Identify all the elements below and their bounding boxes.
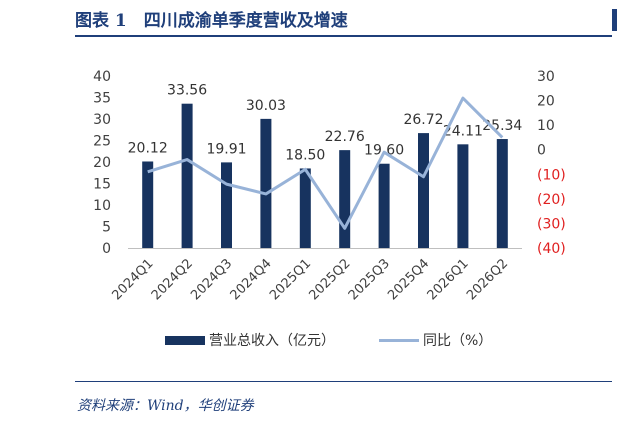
bar-value-label: 19.91	[206, 141, 246, 157]
bar	[221, 162, 232, 248]
left-tick-label: 20	[93, 155, 111, 171]
bar-value-label: 24.11	[443, 123, 483, 139]
left-tick-label: 10	[93, 198, 111, 214]
left-tick-label: 30	[93, 112, 111, 128]
bar-value-label: 33.56	[167, 83, 207, 99]
x-tick-label: 2026Q2	[464, 256, 511, 303]
right-tick-label: (40)	[537, 241, 566, 257]
bar	[299, 168, 311, 248]
chart: 0 5 10 15 20 25 30 35 40 (40) (30) (20) (10) 0 10 20 30…	[93, 69, 566, 303]
bar	[260, 118, 272, 248]
right-tick-label: (30)	[537, 216, 566, 232]
x-axis-labels: 2024Q12024Q22024Q32024Q42025Q12025Q22025…	[109, 256, 511, 303]
left-tick-label: 40	[93, 69, 111, 85]
bar-labels: 20.1233.5619.9130.0318.5022.7619.6026.72…	[128, 83, 523, 164]
x-tick-label: 2025Q1	[267, 256, 314, 303]
right-tick-label: 20	[537, 94, 555, 110]
legend-line-swatch	[379, 338, 419, 342]
left-axis: 0 5 10 15 20 25 30 35 40	[93, 69, 111, 257]
x-tick-label: 2025Q3	[346, 256, 393, 303]
left-tick-label: 0	[102, 241, 111, 257]
bar	[378, 163, 390, 248]
bar-value-label: 26.72	[403, 112, 443, 128]
right-tick-label: (10)	[537, 167, 566, 183]
x-tick-label: 2024Q2	[149, 256, 196, 303]
right-tick-label: 10	[537, 118, 555, 134]
bar	[339, 150, 351, 248]
legend-line-label: 同比（%）	[423, 333, 493, 349]
edge-mark	[612, 9, 617, 31]
x-tick-label: 2024Q4	[228, 256, 275, 303]
x-tick-label: 2025Q2	[306, 256, 353, 303]
left-tick-label: 15	[93, 177, 111, 193]
source-note: 资料来源：Wind，华创证券	[77, 398, 254, 414]
title-rule	[75, 35, 612, 37]
left-tick-label: 35	[93, 91, 111, 107]
bar	[496, 139, 508, 248]
yoy-line	[147, 96, 504, 230]
left-tick-label: 5	[102, 220, 111, 236]
right-tick-label: (20)	[537, 192, 566, 208]
bar	[418, 133, 429, 248]
bar-value-label: 18.50	[285, 147, 325, 163]
bar-value-label: 22.76	[325, 129, 365, 145]
bar	[142, 161, 154, 248]
right-tick-label: 30	[537, 69, 555, 85]
bar-value-label: 30.03	[246, 98, 286, 114]
x-tick-label: 2024Q3	[188, 256, 235, 303]
bar-value-label: 25.34	[482, 118, 522, 134]
x-tick-label: 2024Q1	[109, 256, 156, 303]
right-tick-label: 0	[537, 143, 546, 159]
left-tick-label: 25	[93, 134, 111, 150]
legend-bar-label: 营业总收入（亿元）	[209, 333, 335, 349]
legend: 营业总收入（亿元） 同比（%）	[165, 330, 492, 350]
legend-bar-swatch	[165, 335, 205, 345]
bar-value-label: 20.12	[128, 140, 168, 156]
footer-rule	[75, 381, 612, 382]
bar	[457, 144, 469, 248]
x-tick-label: 2025Q4	[385, 256, 432, 303]
figure-title: 图表 1 四川成渝单季度营收及增速	[75, 11, 348, 31]
bar-series	[142, 103, 508, 248]
bar	[181, 103, 193, 248]
right-axis: (40) (30) (20) (10) 0 10 20 30	[537, 69, 566, 257]
x-tick-label: 2026Q1	[425, 256, 472, 303]
